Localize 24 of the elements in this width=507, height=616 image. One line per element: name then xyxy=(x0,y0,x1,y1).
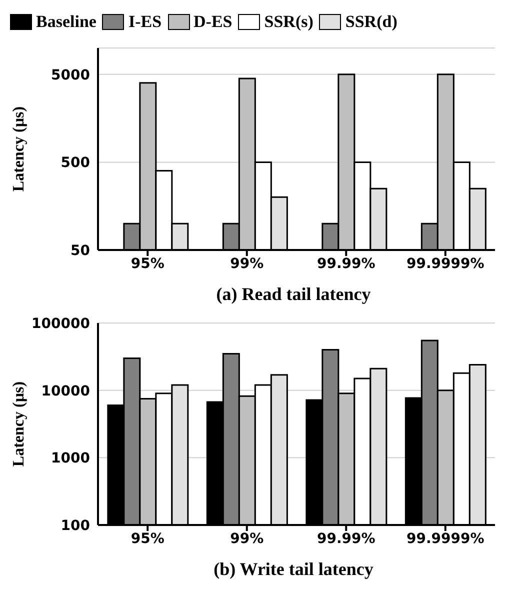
y-tick-label: 500 xyxy=(60,155,90,172)
y-tick-label: 10000 xyxy=(41,383,90,400)
y-tick-label: 50 xyxy=(70,242,90,259)
x-tick-label: 99.9999% xyxy=(406,530,484,547)
text: (b) Write tail latency xyxy=(212,559,374,580)
x-tick-label: 95% xyxy=(130,256,164,272)
legend-label: D-ES xyxy=(194,12,232,32)
legend-label: SSR(d) xyxy=(345,12,398,32)
text: (a) Read tail latency xyxy=(215,284,372,305)
y-tick-label: 100000 xyxy=(32,316,90,332)
y-tick-label: 1000 xyxy=(51,450,90,467)
x-tick-label: 99% xyxy=(230,256,264,272)
legend-label: SSR(s) xyxy=(264,12,314,32)
y-tick-label: 5000 xyxy=(51,67,90,84)
legend-label: I-ES xyxy=(128,12,162,32)
y-axis-title: Latency (µs) xyxy=(10,106,28,192)
x-tick-label: 99% xyxy=(230,530,264,547)
x-tick-label: 99.9999% xyxy=(406,256,484,272)
x-tick-label: 99.99% xyxy=(316,256,376,272)
y-tick-label: 100 xyxy=(60,518,90,534)
legend-label: Baseline xyxy=(36,12,96,32)
x-tick-label: 99.99% xyxy=(316,530,376,547)
x-tick-label: 95% xyxy=(130,530,164,547)
y-axis-title: Latency (µs) xyxy=(10,381,28,467)
